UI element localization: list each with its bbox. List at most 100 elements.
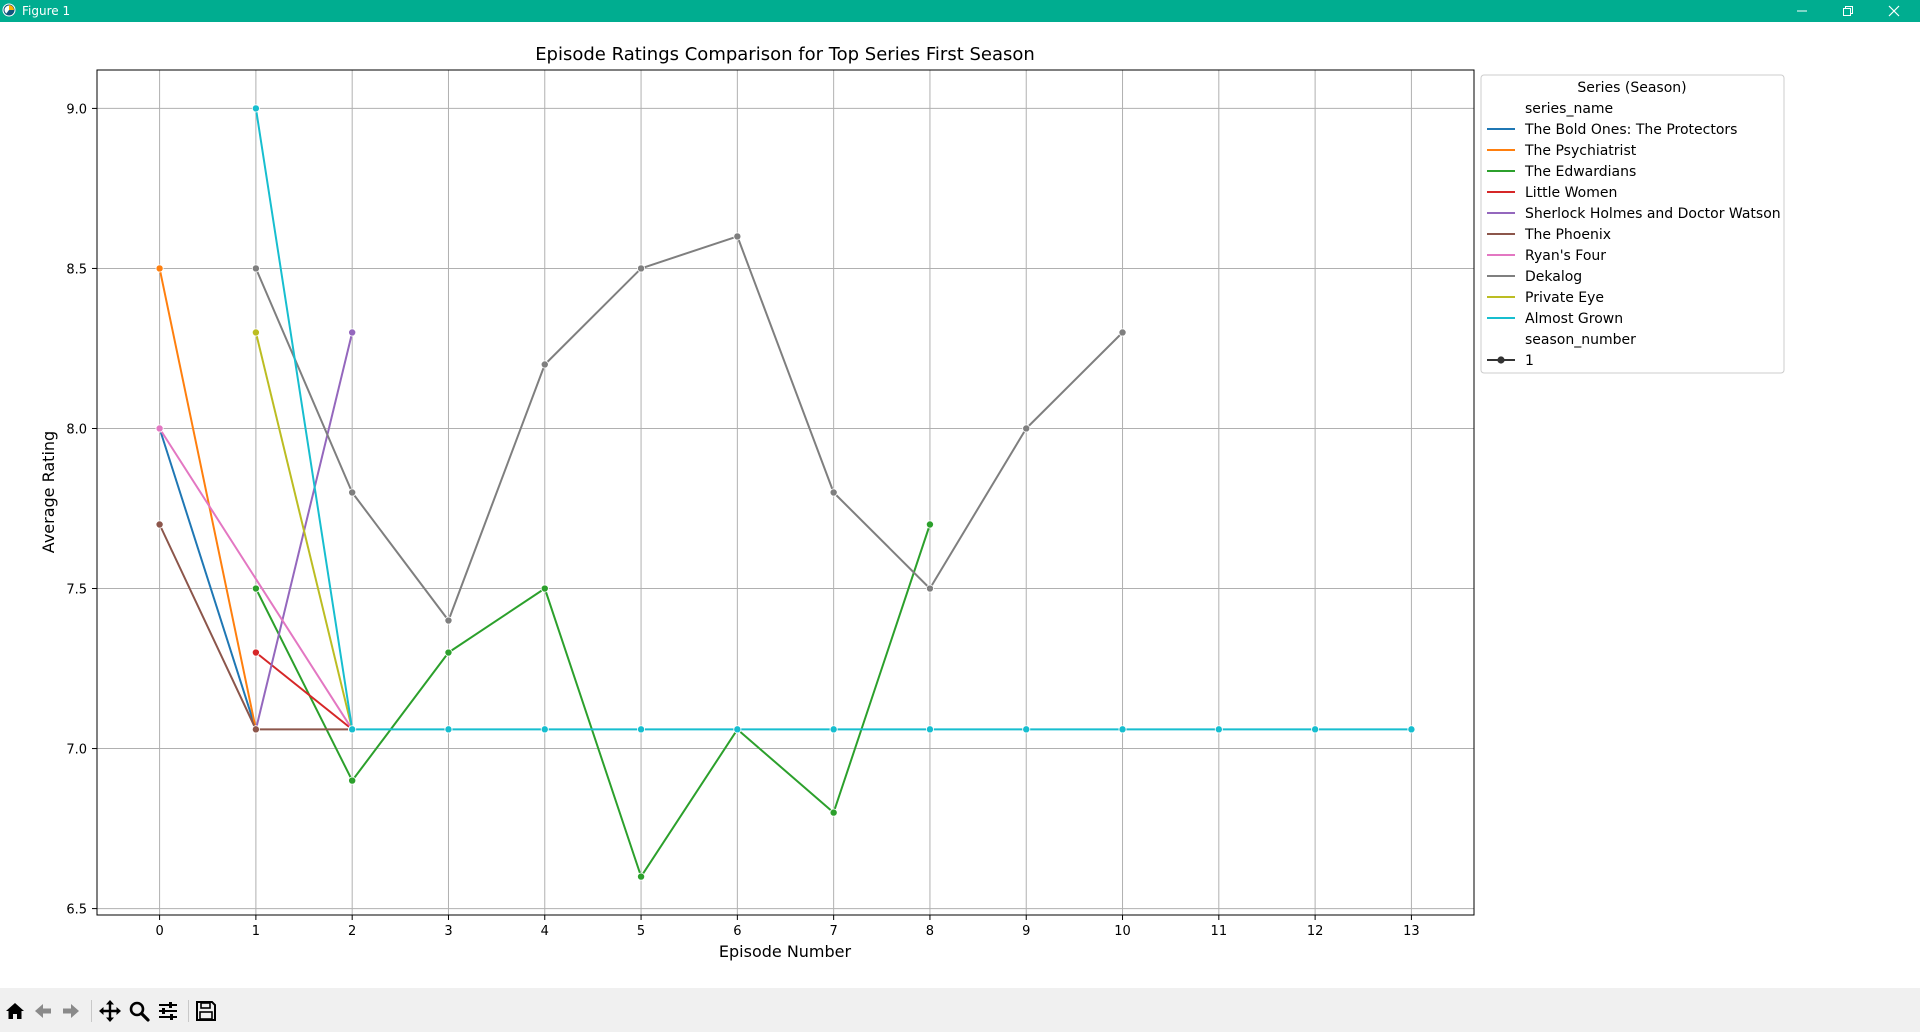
close-button[interactable]: [1872, 0, 1916, 22]
x-tick-label: 11: [1211, 924, 1228, 939]
legend-label: Little Women: [1525, 185, 1617, 201]
series-line: [255, 524, 931, 878]
back-button[interactable]: [30, 998, 56, 1024]
data-point: [540, 584, 549, 593]
toolbar: [0, 988, 1920, 1032]
x-axis-label: Episode Number: [719, 942, 852, 961]
data-point: [1407, 725, 1416, 734]
data-point: [1214, 725, 1223, 734]
legend-label: Private Eye: [1525, 290, 1604, 306]
series-line: [158, 268, 257, 730]
data-point: [251, 725, 260, 734]
axis-ticks: 0 1 2 3 4 5 6 7 8 9 10 11 12 136.57.07.58.08.59.0: [66, 102, 1419, 939]
data-point: [637, 872, 646, 881]
data-point: [1022, 424, 1031, 433]
x-tick-label: 13: [1403, 924, 1420, 939]
series-line: [158, 427, 354, 730]
magnifier-icon: [129, 1001, 150, 1022]
series-2: [251, 520, 934, 881]
x-tick-label: 5: [637, 924, 645, 939]
series-1: [155, 264, 260, 734]
series-lines: [155, 104, 1416, 881]
legend-entry: Little Women: [1487, 185, 1617, 201]
legend-label: The Bold Ones: The Protectors: [1524, 122, 1737, 138]
y-tick-label: 8.5: [66, 262, 87, 277]
figure-canvas[interactable]: 0 1 2 3 4 5 6 7 8 9 10 11 12 13 6.5 7.0 7.5 8.0 8.5 9.0 Epi…: [0, 22, 1920, 988]
data-point: [251, 648, 260, 657]
chart: 0 1 2 3 4 5 6 7 8 9 10 11 12 136.57.07.58.08.59.0 Epi…: [39, 44, 1785, 961]
legend-entry: Almost Grown: [1487, 311, 1623, 327]
data-point: [637, 264, 646, 273]
legend-entry: The Psychiatrist: [1487, 143, 1637, 159]
data-point: [925, 520, 934, 529]
legend-label: The Edwardians: [1524, 164, 1636, 180]
window-titlebar: Figure 1: [0, 0, 1920, 22]
data-point: [348, 328, 357, 337]
data-point: [925, 725, 934, 734]
data-point: [733, 725, 742, 734]
series-7: [251, 232, 1127, 625]
legend-style-header: season_number: [1525, 332, 1636, 348]
x-tick-label: 2: [348, 924, 356, 939]
legend-entry: Ryan's Four: [1487, 248, 1606, 264]
data-point: [348, 488, 357, 497]
series-line: [158, 428, 257, 730]
legend-style-label: 1: [1525, 353, 1534, 369]
y-tick-label: 7.5: [66, 583, 87, 598]
x-tick-label: 10: [1114, 924, 1131, 939]
data-point: [1118, 725, 1127, 734]
arrow-left-icon: [35, 1004, 51, 1018]
legend-entry: Private Eye: [1487, 290, 1604, 306]
plot-area: [96, 69, 1475, 916]
close-icon: [1888, 5, 1900, 17]
legend-style-marker: [1497, 356, 1505, 364]
floppy-disk-icon: [196, 1001, 216, 1021]
zoom-button[interactable]: [126, 998, 152, 1024]
legend: Series (Season) series_name The Bold One…: [1480, 74, 1785, 374]
minimize-button[interactable]: [1780, 0, 1824, 22]
home-icon: [6, 1003, 24, 1019]
series-line: [254, 332, 354, 730]
data-point: [444, 648, 453, 657]
y-tick-label: 8.0: [66, 422, 87, 437]
configure-button[interactable]: [155, 998, 181, 1024]
y-axis-label: Average Rating: [39, 431, 58, 553]
data-point: [251, 264, 260, 273]
data-point: [925, 584, 934, 593]
x-tick-label: 0: [155, 924, 163, 939]
arrow-right-icon: [63, 1004, 79, 1018]
data-point: [829, 488, 838, 497]
toolbar-separator: [188, 1000, 189, 1022]
legend-label: The Phoenix: [1524, 227, 1611, 243]
series-line: [254, 235, 1124, 622]
data-point: [251, 328, 260, 337]
legend-entry: Dekalog: [1487, 269, 1582, 285]
data-point: [540, 725, 549, 734]
grid: [97, 70, 1474, 915]
x-tick-label: 9: [1022, 924, 1030, 939]
data-point: [251, 584, 260, 593]
app-icon: [2, 3, 16, 17]
data-point: [829, 808, 838, 817]
data-point: [1022, 725, 1031, 734]
save-button[interactable]: [193, 998, 219, 1024]
legend-style-entries: 1: [1487, 353, 1534, 369]
data-point: [540, 360, 549, 369]
legend-hue-header: series_name: [1525, 101, 1613, 117]
y-tick-label: 7.0: [66, 743, 87, 758]
legend-entry: Sherlock Holmes and Doctor Watson: [1487, 206, 1781, 222]
pan-button[interactable]: [97, 998, 123, 1024]
x-tick-label: 3: [444, 924, 452, 939]
sliders-icon: [159, 1002, 177, 1020]
data-point: [444, 725, 453, 734]
data-point: [155, 264, 164, 273]
toolbar-separator: [91, 1000, 92, 1022]
legend-label: Dekalog: [1525, 269, 1582, 285]
series-3: [251, 648, 357, 734]
home-button[interactable]: [2, 998, 28, 1024]
maximize-button[interactable]: [1826, 0, 1870, 22]
data-point: [251, 104, 260, 113]
x-tick-label: 6: [733, 924, 741, 939]
x-tick-label: 12: [1307, 924, 1324, 939]
forward-button[interactable]: [58, 998, 84, 1024]
